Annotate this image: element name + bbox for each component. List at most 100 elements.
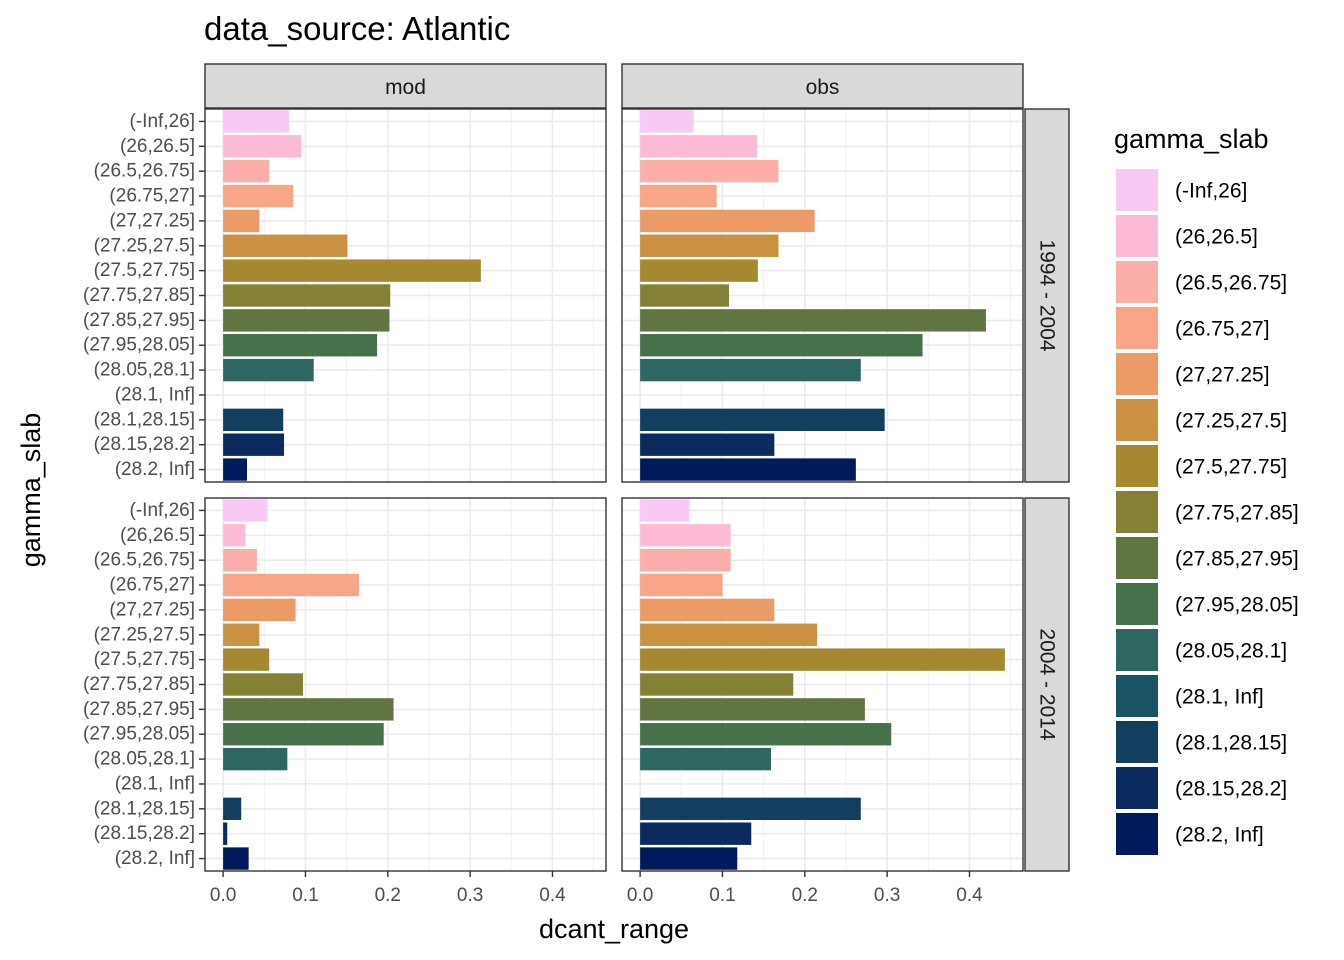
bar [640, 110, 694, 133]
y-tick-label: (27.95,28.05] [83, 335, 195, 356]
chart-title: data_source: Atlantic [204, 10, 510, 47]
bar [223, 135, 302, 158]
x-tick-label: 0.1 [709, 885, 735, 906]
y-axis-title: gamma_slab [16, 413, 46, 568]
legend-key [1116, 537, 1158, 579]
bar [223, 358, 314, 382]
y-tick-label: (26.5,26.75] [94, 550, 195, 571]
legend-label: (28.05,28.1] [1175, 640, 1287, 663]
panel-mod-1: (-Inf,26] (26,26.5] (26.5,26.75] (26.75,27]… [83, 497, 607, 906]
legend-key [1116, 629, 1158, 671]
legend-label: (26,26.5] [1175, 226, 1258, 249]
bar [640, 209, 815, 233]
y-tick-label: (27,27.25] [109, 210, 195, 231]
y-tick-label: (27.75,27.85] [83, 674, 195, 695]
facet-strip-row-1 [1024, 497, 1070, 872]
bar [640, 747, 772, 771]
bar [640, 433, 775, 456]
x-tick-label: 0.3 [457, 885, 483, 906]
panel-border [621, 108, 1024, 483]
legend-key [1116, 445, 1158, 487]
x-tick-label: 0.4 [539, 885, 566, 906]
bar [223, 698, 394, 721]
y-tick-label: (28.1,28.15] [94, 798, 195, 819]
facet-strip-mod [204, 63, 607, 109]
bar [640, 623, 818, 646]
x-tick-label: 0.0 [210, 885, 236, 906]
bar [223, 648, 270, 671]
bar [640, 822, 752, 845]
y-tick-label: (28.1,28.15] [94, 409, 195, 430]
legend-label: (28.1, Inf] [1175, 686, 1264, 709]
y-tick-label: (28.1, Inf] [115, 384, 195, 405]
bar [223, 234, 348, 257]
y-tick-label: (27.85,27.95] [83, 310, 195, 331]
legend-title: gamma_slab [1114, 124, 1269, 154]
legend-key [1116, 215, 1158, 257]
bar [223, 524, 246, 547]
bar [640, 184, 717, 208]
y-tick-label: (28.15,28.2] [94, 434, 195, 455]
bar [640, 284, 730, 307]
bar [223, 822, 228, 845]
bar [223, 259, 481, 282]
legend-label: (28.1,28.15] [1175, 732, 1287, 755]
bar [223, 573, 359, 597]
bar [223, 847, 249, 870]
legend-key [1116, 353, 1158, 395]
bar [640, 723, 892, 746]
bar [640, 234, 779, 257]
legend-key [1116, 583, 1158, 625]
bar [640, 408, 885, 432]
legend-key [1116, 675, 1158, 717]
legend-key [1116, 169, 1158, 211]
bar [223, 433, 285, 456]
bar [640, 648, 1005, 671]
x-axis-title: dcant_range [539, 914, 689, 944]
bar [223, 598, 296, 622]
legend-label: (27.95,28.05] [1175, 594, 1299, 617]
legend-label: (27.5,27.75] [1175, 456, 1287, 479]
bar [640, 358, 861, 382]
panel-mod-0: (-Inf,26] (26,26.5] (26.5,26.75] (26.75,27]… [83, 108, 607, 483]
bar [223, 747, 288, 771]
x-tick-label: 0.2 [375, 885, 401, 906]
facet-strip-label-mod: mod [385, 76, 426, 99]
legend-label: (26.5,26.75] [1175, 272, 1287, 295]
y-tick-label: (-Inf,26] [130, 111, 195, 132]
bar [223, 159, 270, 183]
bar [223, 623, 260, 646]
legend-label: (27,27.25] [1175, 364, 1270, 387]
bar [223, 184, 294, 208]
y-tick-label: (27.75,27.85] [83, 285, 195, 306]
bar [223, 110, 289, 133]
y-tick-label: (27,27.25] [109, 599, 195, 620]
bar [223, 458, 247, 481]
x-tick-label: 0.3 [874, 885, 900, 906]
y-tick-label: (26.75,27] [109, 575, 195, 596]
bar [223, 797, 242, 821]
bar [640, 259, 758, 282]
facet-strip-obs [621, 63, 1024, 109]
y-tick-label: (28.05,28.1] [94, 749, 195, 770]
panel-obs-1: 0.0 0.1 0.2 0.3 0.4 [621, 497, 1024, 906]
y-tick-label: (-Inf,26] [130, 500, 195, 521]
y-tick-label: (27.5,27.75] [94, 649, 195, 670]
bar [640, 499, 690, 522]
y-tick-label: (28.05,28.1] [94, 360, 195, 381]
x-tick-label: 0.1 [292, 885, 318, 906]
facet-strip-label-obs: obs [806, 76, 840, 99]
bar [223, 723, 384, 746]
bar [223, 673, 303, 696]
legend-key [1116, 813, 1158, 855]
bar [640, 797, 861, 821]
y-tick-label: (28.15,28.2] [94, 823, 195, 844]
bar [640, 847, 738, 870]
facet-strip-label-row-1: 2004 - 2014 [1036, 628, 1059, 740]
bar [640, 548, 731, 572]
y-tick-label: (28.2, Inf] [115, 459, 195, 480]
legend-label: (27.25,27.5] [1175, 410, 1287, 433]
bar [640, 598, 775, 622]
y-tick-label: (26.5,26.75] [94, 161, 195, 182]
